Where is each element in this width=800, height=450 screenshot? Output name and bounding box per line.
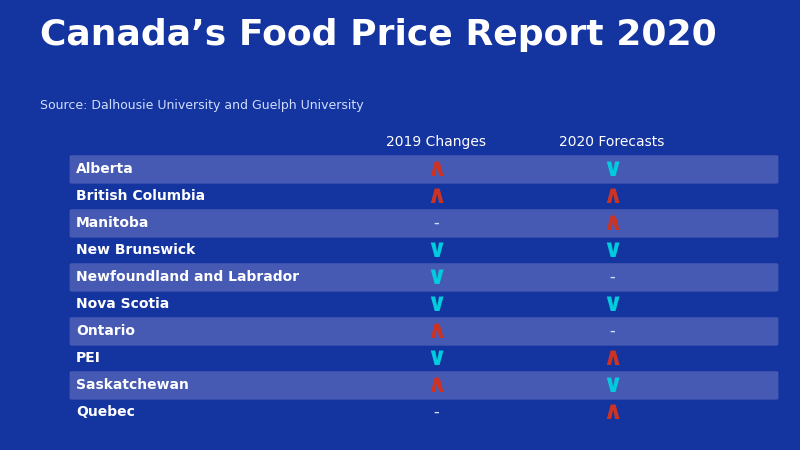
FancyBboxPatch shape [70,263,778,292]
Text: ∧: ∧ [426,320,446,343]
Text: Saskatchewan: Saskatchewan [76,378,189,392]
Text: ∨: ∨ [426,292,446,316]
Text: –: – [609,326,615,337]
Text: ∨: ∨ [602,238,622,262]
Bar [0,338,800,360]
Text: ∧: ∧ [602,184,622,208]
FancyBboxPatch shape [70,155,778,184]
Text: Nova Scotia: Nova Scotia [76,297,170,311]
FancyBboxPatch shape [70,371,778,400]
Text: New Brunswick: New Brunswick [76,243,195,257]
Bar [0,180,800,202]
Text: Manitoba: Manitoba [76,216,150,230]
Bar [0,202,800,225]
Text: ∧: ∧ [602,346,622,370]
Bar [0,158,800,180]
Bar [0,428,800,450]
Text: ∨: ∨ [602,292,622,316]
FancyBboxPatch shape [70,209,778,238]
Text: Canada’s Food Price Report 2020: Canada’s Food Price Report 2020 [40,18,717,52]
Text: Newfoundland and Labrador: Newfoundland and Labrador [76,270,299,284]
Text: ∨: ∨ [602,158,622,181]
Text: Source: Dalhousie University and Guelph University: Source: Dalhousie University and Guelph … [40,99,364,112]
Text: ∧: ∧ [426,184,446,208]
Bar [0,45,800,68]
Text: ∨: ∨ [426,346,446,370]
Bar [0,0,800,22]
Text: Quebec: Quebec [76,405,135,419]
Text: ∨: ∨ [602,374,622,397]
Text: Alberta: Alberta [76,162,134,176]
Text: British Columbia: British Columbia [76,189,205,203]
Text: PEI: PEI [76,351,101,365]
Text: ∧: ∧ [602,400,622,424]
Text: 2019 Changes: 2019 Changes [386,135,486,149]
Text: –: – [609,272,615,283]
Text: ∧: ∧ [426,374,446,397]
Text: ∨: ∨ [426,238,446,262]
Bar [0,248,800,270]
Text: ∨: ∨ [426,266,446,289]
Bar [0,225,800,248]
Text: 2020 Forecasts: 2020 Forecasts [559,135,665,149]
FancyBboxPatch shape [70,317,778,346]
Bar [0,315,800,338]
Text: –: – [433,218,439,229]
Bar [0,270,800,292]
Bar [0,68,800,90]
Bar [0,135,800,158]
Bar [0,292,800,315]
Text: ∧: ∧ [426,158,446,181]
Text: Ontario: Ontario [76,324,135,338]
Bar [0,360,800,382]
Text: –: – [433,407,439,418]
Bar [0,382,800,405]
Bar [0,22,800,45]
Bar [0,405,800,428]
Text: ∧: ∧ [602,212,622,235]
Bar [0,112,800,135]
Bar [0,90,800,112]
